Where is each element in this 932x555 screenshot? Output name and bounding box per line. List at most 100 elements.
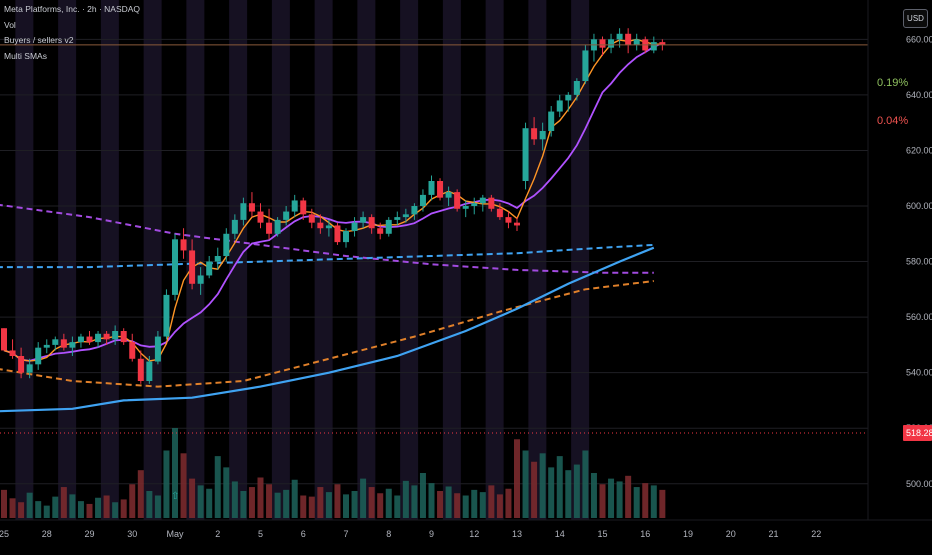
- candle-body: [411, 206, 418, 215]
- volume-bar: [573, 464, 580, 518]
- y-tick-label: 600.00: [906, 201, 932, 211]
- volume-bar: [112, 502, 119, 518]
- candle-body: [308, 214, 315, 223]
- candle-body: [445, 192, 452, 198]
- volume-bar: [86, 503, 93, 518]
- volume-bar: [428, 483, 435, 518]
- x-tick-label: 20: [726, 529, 736, 539]
- x-tick-label: 29: [84, 529, 94, 539]
- volume-bar: [539, 453, 546, 518]
- volume-bar: [531, 461, 538, 518]
- volume-bar: [35, 501, 42, 518]
- series-line-blue: [0, 246, 655, 413]
- candle-body: [479, 197, 486, 204]
- candle-body: [402, 214, 409, 218]
- candle-body: [428, 181, 435, 195]
- volume-bar: [625, 475, 632, 518]
- volume-bar: [95, 497, 102, 518]
- candle-body: [189, 250, 196, 284]
- candle-body: [35, 347, 42, 365]
- volume-bar: [659, 489, 666, 518]
- candle-body: [163, 294, 170, 337]
- volume-bar: [496, 494, 503, 518]
- volume-bar: [334, 484, 341, 518]
- volume-bar: [231, 481, 238, 518]
- volume-bar: [1, 489, 7, 518]
- volume-bar: [565, 470, 572, 518]
- candle-body: [52, 339, 59, 345]
- y-tick-label: 560.00: [906, 312, 932, 322]
- volume-bar: [52, 496, 59, 518]
- volume-bar: [462, 495, 469, 518]
- candle-body: [437, 181, 444, 198]
- candle-body: [471, 203, 478, 206]
- volume-bar: [633, 487, 640, 518]
- signal-arrow-icon: ⇧: [171, 491, 179, 502]
- volume-bar: [402, 480, 409, 518]
- candle-body: [548, 111, 555, 131]
- volume-bar: [43, 505, 50, 518]
- candle-body: [462, 206, 469, 209]
- volume-bar: [479, 492, 486, 518]
- legend-title[interactable]: Meta Platforms, Inc. · 2h · NASDAQ: [4, 4, 141, 14]
- candle-body: [172, 239, 178, 295]
- candle-body: [1, 328, 7, 351]
- candle-body: [180, 239, 187, 251]
- candle-body: [573, 81, 580, 95]
- x-tick-label: 30: [127, 529, 137, 539]
- candle-body: [69, 342, 76, 348]
- candle-body: [394, 217, 401, 220]
- x-tick-label: 7: [343, 529, 348, 539]
- volume-bar: [522, 450, 529, 518]
- x-tick-label: 12: [469, 529, 479, 539]
- candle-body: [283, 211, 290, 220]
- x-tick-label: 14: [555, 529, 565, 539]
- x-tick-label: 15: [597, 529, 607, 539]
- volume-bar: [394, 495, 401, 518]
- candle-body: [291, 200, 298, 212]
- x-tick-label: 22: [811, 529, 821, 539]
- volume-bar: [471, 489, 478, 518]
- volume-bar: [582, 450, 589, 518]
- volume-bar: [9, 498, 16, 518]
- session-band: [100, 0, 119, 520]
- candle-body: [505, 217, 512, 223]
- volume-bar: [69, 494, 76, 518]
- volume-bar: [77, 501, 84, 518]
- candle-body: [197, 275, 204, 284]
- candle-body: [325, 225, 332, 229]
- session-band: [528, 0, 547, 520]
- x-tick-label: 9: [429, 529, 434, 539]
- candle-body: [206, 261, 213, 276]
- volume-bar: [180, 453, 187, 518]
- candle-body: [496, 208, 503, 218]
- volume-bar: [18, 502, 25, 518]
- candle-body: [488, 197, 495, 209]
- volume-bar: [103, 495, 110, 518]
- session-band: [357, 0, 376, 520]
- volume-bar: [454, 493, 461, 518]
- candle-body: [616, 33, 623, 40]
- legend-vol[interactable]: Vol: [4, 19, 16, 30]
- volume-bar: [377, 493, 384, 518]
- currency-button[interactable]: USD: [903, 9, 928, 28]
- volume-bar: [556, 456, 563, 518]
- candle-body: [9, 350, 16, 356]
- candle-body: [608, 39, 615, 48]
- volume-bar: [129, 484, 136, 518]
- series-line-blue-dashed: [0, 243, 654, 269]
- volume-bar: [137, 470, 144, 518]
- volume-bar: [223, 467, 230, 518]
- candle-body: [419, 194, 426, 206]
- session-band: [186, 0, 205, 520]
- legend-buyers-sellers[interactable]: Buyers / sellers v2: [4, 35, 74, 45]
- candle-body: [582, 50, 589, 81]
- candle-body: [633, 39, 640, 45]
- legend-multi-smas[interactable]: Multi SMAs: [4, 50, 47, 61]
- candle-body: [351, 222, 358, 231]
- candle-body: [360, 217, 367, 223]
- candle-body: [343, 231, 349, 243]
- session-band: [485, 0, 504, 520]
